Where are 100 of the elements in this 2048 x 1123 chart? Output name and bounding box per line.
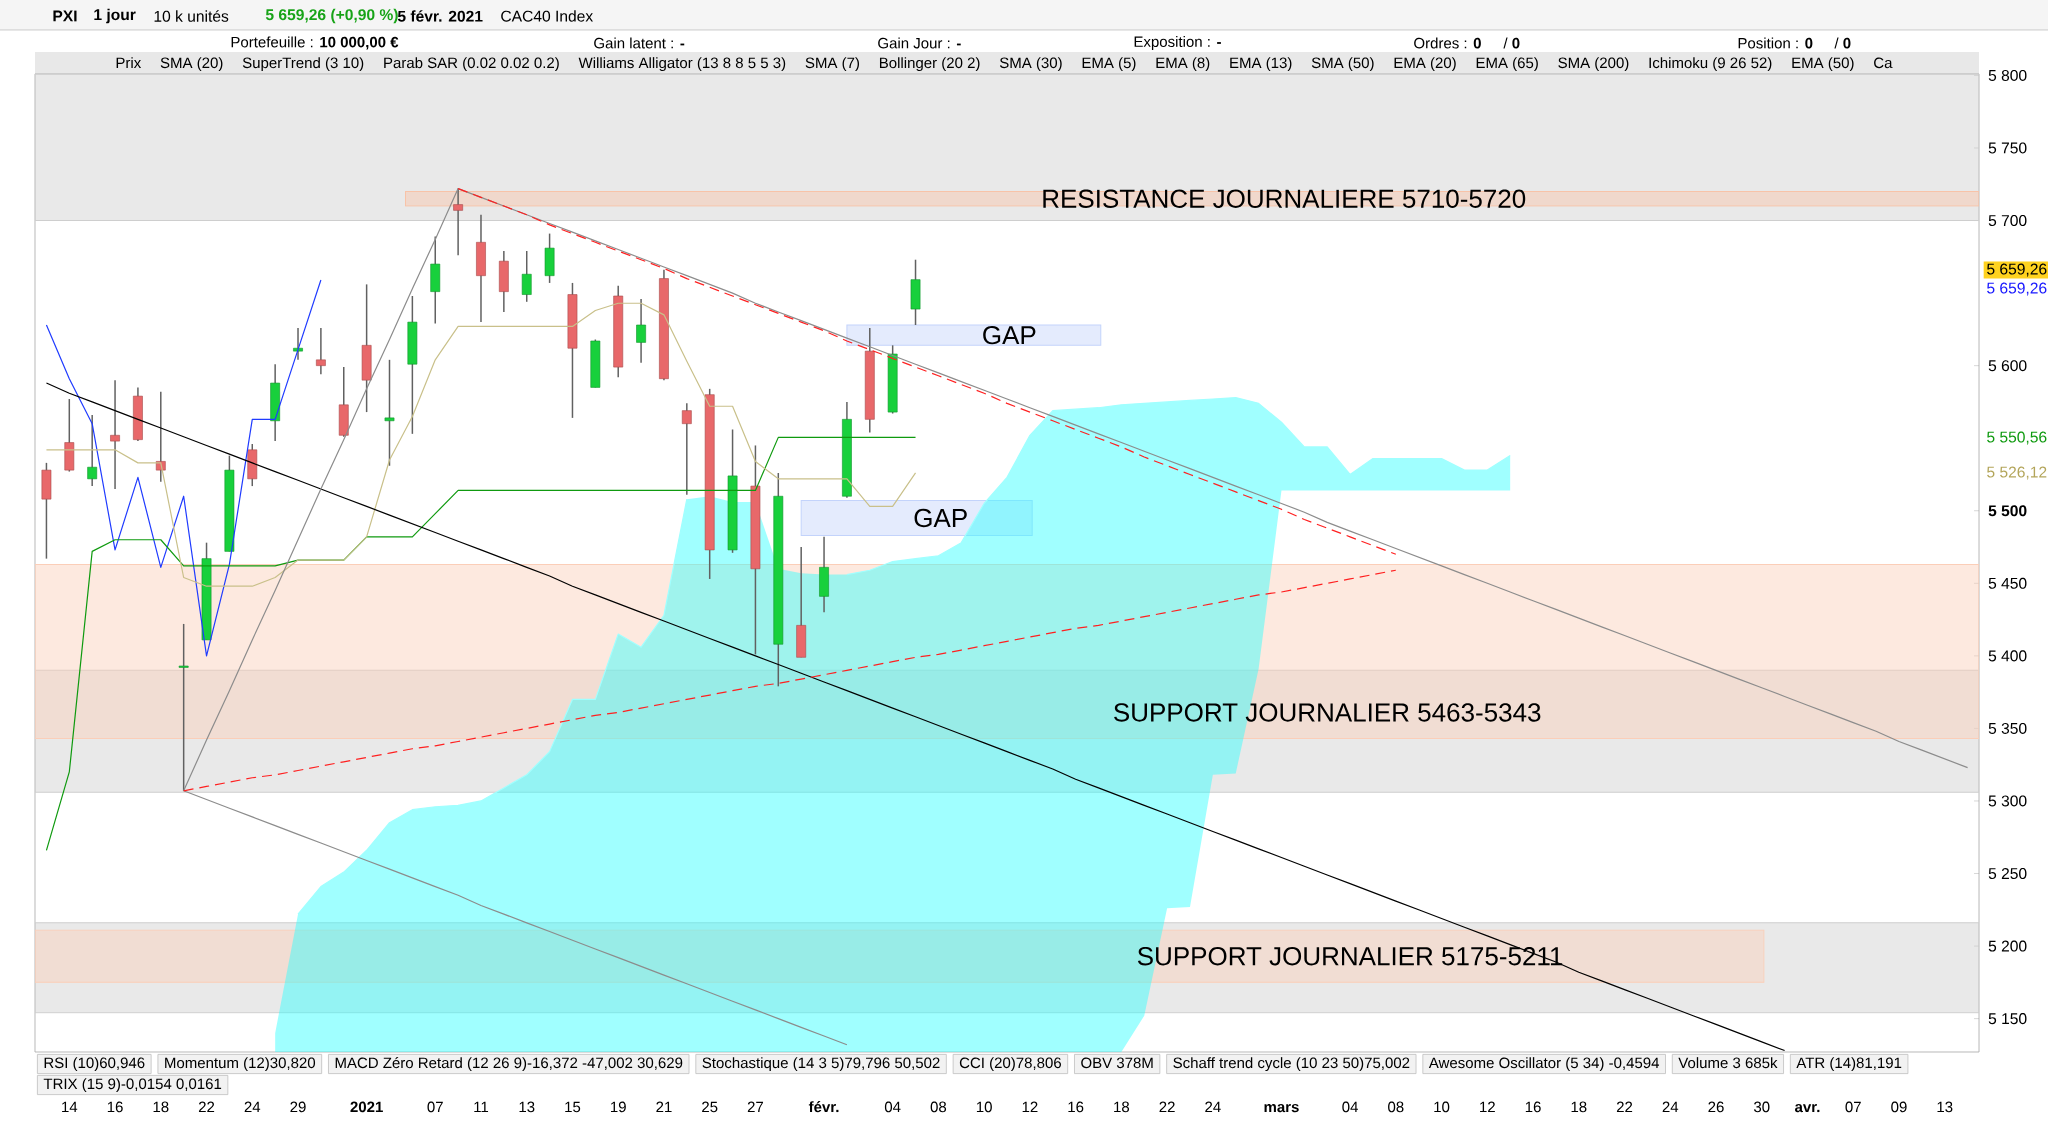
x-tick-label: 24 <box>1205 1101 1221 1113</box>
text: SMA (7) <box>805 57 860 72</box>
text: 5 659,26 <box>1987 263 2047 277</box>
text: SMA (20) <box>160 57 223 72</box>
text: Ca <box>1874 57 1893 69</box>
x-tick-label: 16 <box>1525 1101 1541 1113</box>
y-tick-label: 5 800 <box>1988 69 2027 81</box>
text: Exposition : - <box>1134 36 1221 50</box>
text: / 0 <box>1834 37 1851 49</box>
x-tick-label: mars <box>1264 1104 1299 1113</box>
x-tick-label: 09 <box>1891 1101 1907 1113</box>
x-tick-label: 18 <box>1114 1101 1130 1113</box>
text: Momentum (12)30,820 <box>165 1057 316 1072</box>
text: Stochastique (14 3 5)79,796 50,502 <box>702 1057 940 1072</box>
x-tick-label: avr. <box>1795 1104 1820 1113</box>
text: Awesome Oscillator (5 34) -0,4594 <box>1428 1057 1660 1072</box>
text: Gain latent : - <box>594 37 685 49</box>
text: OBV 378M <box>1081 1057 1153 1069</box>
text: EMA (5) <box>1082 57 1136 72</box>
x-tick-label: 26 <box>1708 1101 1724 1113</box>
text: ATR (14)81,191 <box>1796 1057 1902 1072</box>
band-label: GAP <box>983 325 1036 345</box>
text: Ordres : 0 <box>1414 37 1481 49</box>
chart-title: CAC40 Index <box>501 10 593 22</box>
text: Schaff trend cycle (10 23 50)75,002 <box>1173 1057 1410 1072</box>
x-tick-label: 22 <box>198 1101 215 1113</box>
x-tick-label: 16 <box>107 1101 123 1113</box>
x-tick-label: 18 <box>1571 1101 1587 1113</box>
y-tick-label: 5 250 <box>1988 868 2027 880</box>
text: Volume 3 685k <box>1678 1057 1778 1069</box>
x-tick-label: 22 <box>1159 1101 1175 1113</box>
text: MACD Zéro Retard (12 26 9)-16,372 -47,002 30,629 <box>335 1056 683 1072</box>
text: SMA (200) <box>1558 57 1629 72</box>
text: PXI <box>53 10 77 22</box>
x-tick-label: 04 <box>884 1101 901 1113</box>
band-label: GAP <box>914 508 967 528</box>
text: EMA (13) <box>1230 57 1292 72</box>
text: 5 526,12 <box>1987 466 2047 480</box>
x-tick-label: 16 <box>1068 1101 1084 1113</box>
text: 5 févr. 2021 <box>397 10 483 22</box>
text: EMA (20) <box>1394 57 1456 72</box>
y-tick-label: 5 450 <box>1988 577 2027 589</box>
text: / 0 <box>1503 37 1520 49</box>
y-tick-label: 5 500 <box>1988 505 2027 517</box>
x-tick-label: 08 <box>1388 1101 1404 1113</box>
x-tick-label: 25 <box>702 1101 718 1113</box>
x-tick-label: 29 <box>290 1101 306 1113</box>
x-tick-label: 13 <box>519 1101 535 1113</box>
text: SuperTrend (3 10) <box>242 57 364 72</box>
x-tick-label: 15 <box>565 1101 581 1113</box>
x-tick-label: 04 <box>1342 1101 1358 1113</box>
x-tick-label: 08 <box>930 1101 947 1113</box>
x-tick-label: 14 <box>62 1101 78 1113</box>
text: Williams Alligator (13 8 8 5 5 3) <box>578 57 786 72</box>
x-tick-label: 2021 <box>350 1101 383 1113</box>
y-tick-label: 5 200 <box>1988 940 2027 952</box>
text: 1 jour <box>94 8 136 24</box>
x-tick-label: 18 <box>153 1101 169 1113</box>
x-tick-label: 10 <box>1434 1101 1450 1113</box>
text: CCI (20)78,806 <box>959 1057 1061 1072</box>
x-tick-label: 30 <box>1753 1101 1770 1113</box>
y-tick-label: 5 300 <box>1988 795 2027 807</box>
text: 5 550,56 <box>1987 431 2047 445</box>
text: Bollinger (20 2) <box>879 57 980 72</box>
x-tick-label: 21 <box>656 1101 672 1113</box>
x-tick-label: 22 <box>1616 1101 1633 1113</box>
text: Gain Jour : - <box>878 37 961 49</box>
y-tick-label: 5 750 <box>1988 142 2027 154</box>
x-tick-label: 27 <box>747 1101 764 1113</box>
text: TRIX (15 9)-0,0154 0,0161 <box>43 1078 222 1093</box>
y-tick-label: 5 400 <box>1988 650 2027 662</box>
text: Portefeuille : 10 000,00 € <box>231 36 399 50</box>
band-label: RESISTANCE JOURNALIERE 5710-5720 <box>1043 189 1526 208</box>
text: 5 659,26 <box>1987 282 2047 296</box>
y-tick-label: 5 600 <box>1988 360 2027 372</box>
x-tick-label: 24 <box>1662 1101 1679 1113</box>
text: Prix <box>116 57 142 68</box>
x-tick-label: 12 <box>1022 1101 1038 1113</box>
y-tick-label: 5 150 <box>1988 1013 2027 1025</box>
band-label: SUPPORT JOURNALIER 5463-5343 <box>1114 703 1541 722</box>
text: SMA (30) <box>999 57 1062 72</box>
y-tick-label: 5 700 <box>1988 215 2027 227</box>
x-tick-label: 19 <box>610 1101 626 1113</box>
text: Parab SAR (0.02 0.02 0.2) <box>384 57 559 72</box>
x-tick-label: 12 <box>1480 1101 1495 1113</box>
x-tick-label: 13 <box>1937 1101 1953 1113</box>
text: RSI (10)60,946 <box>44 1057 145 1072</box>
text: 5 659,26 (+0,90 %) <box>265 8 398 24</box>
x-tick-label: févr. <box>808 1101 839 1113</box>
text: 10 k unités <box>154 10 229 22</box>
x-tick-label: 24 <box>244 1101 261 1113</box>
text: EMA (50) <box>1792 57 1854 72</box>
x-tick-label: 07 <box>1845 1101 1861 1113</box>
text: Position : 0 <box>1738 37 1813 49</box>
text: SMA (50) <box>1311 57 1374 72</box>
x-tick-label: 10 <box>976 1101 992 1113</box>
y-tick-label: 5 350 <box>1988 722 2027 734</box>
text: Ichimoku (9 26 52) <box>1649 57 1772 72</box>
x-tick-label: 11 <box>474 1101 489 1113</box>
x-tick-label: 07 <box>427 1101 443 1113</box>
